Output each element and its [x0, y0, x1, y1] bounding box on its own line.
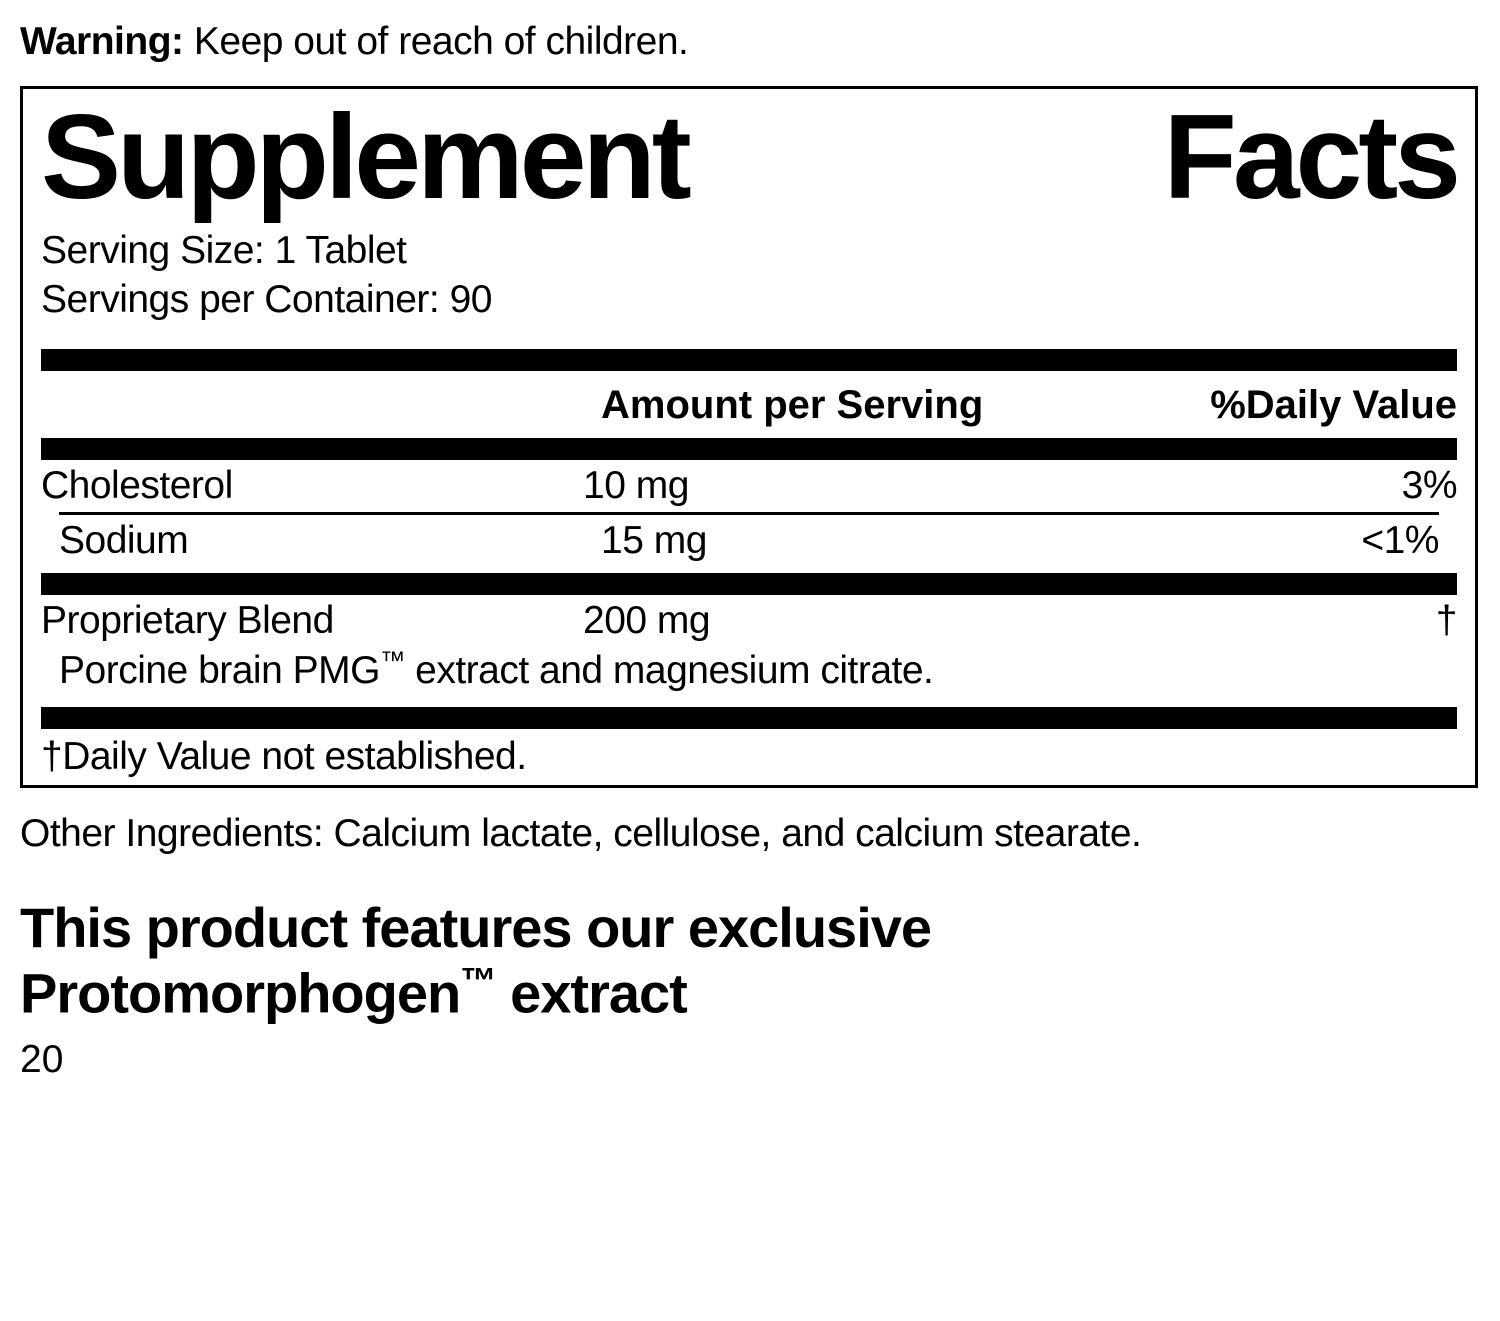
divider-thick: [41, 573, 1457, 595]
servings-per-value: 90: [450, 278, 492, 321]
nutrient-amount: 10 mg: [583, 464, 1118, 508]
divider-thick: [41, 349, 1457, 371]
blend-row: Proprietary Blend 200 mg †: [41, 595, 1457, 647]
blend-name: Proprietary Blend: [41, 599, 583, 643]
blend-dv: †: [1118, 599, 1457, 643]
title-right: Facts: [1164, 97, 1457, 217]
divider-thick: [41, 707, 1457, 729]
dv-footnote: †Daily Value not established.: [23, 729, 1475, 785]
header-amount: Amount per Serving: [601, 383, 1136, 428]
feature-callout: This product features our exclusive Prot…: [20, 896, 1480, 1026]
nutrient-dv: <1%: [1136, 519, 1439, 563]
supplement-facts-panel: Supplement Facts Serving Size: 1 Tablet …: [20, 86, 1478, 788]
nutrient-dv: 3%: [1118, 464, 1457, 508]
table-row: Sodium 15 mg <1%: [59, 512, 1439, 567]
nutrient-name: Cholesterol: [41, 464, 583, 508]
panel-title: Supplement Facts: [41, 97, 1457, 217]
blend-desc-suffix: extract and magnesium citrate.: [405, 649, 934, 692]
warning-label: Warning:: [20, 20, 184, 63]
serving-size-value: 1 Tablet: [275, 229, 407, 272]
serving-size-label: Serving Size:: [41, 229, 264, 272]
nutrient-name: Sodium: [59, 519, 601, 563]
feature-line2: Protomorphogen™ extract: [20, 960, 1480, 1026]
warning-text: Keep out of reach of children.: [194, 20, 689, 63]
table-row: Cholesterol 10 mg 3%: [41, 460, 1457, 512]
feature-line1: This product features our exclusive: [20, 896, 1480, 960]
title-left: Supplement: [41, 97, 688, 217]
trademark-symbol: ™: [460, 960, 495, 1001]
table-header: Amount per Serving %Daily Value: [23, 371, 1475, 438]
servings-per-label: Servings per Container:: [41, 278, 439, 321]
serving-block: Serving Size: 1 Tablet Servings per Cont…: [41, 227, 1457, 325]
header-blank: [41, 383, 601, 428]
warning-line: Warning: Keep out of reach of children.: [20, 20, 1480, 64]
divider-thick: [41, 438, 1457, 460]
blend-desc-prefix: Porcine brain PMG: [59, 649, 380, 692]
trademark-symbol: ™: [380, 647, 405, 675]
other-ingredients: Other Ingredients: Calcium lactate, cell…: [20, 812, 1480, 856]
blend-amount: 200 mg: [583, 599, 1118, 643]
nutrient-amount: 15 mg: [601, 519, 1136, 563]
page-number: 20: [20, 1038, 1480, 1082]
header-dv: %Daily Value: [1136, 383, 1457, 428]
blend-description: Porcine brain PMG™ extract and magnesium…: [23, 647, 1475, 707]
